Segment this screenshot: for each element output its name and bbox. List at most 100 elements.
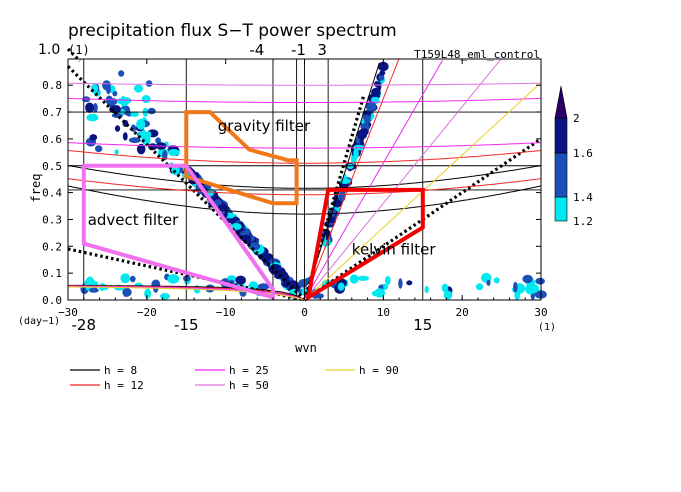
spectrum-blob — [92, 103, 98, 113]
gravity-curve — [67, 97, 542, 103]
legend-label: h = 90 — [359, 364, 399, 377]
filter-outline — [184, 110, 299, 206]
y-tick-label: 0.5 — [42, 160, 62, 173]
filter-label: advect filter — [88, 211, 179, 229]
y-tick-label: 0.1 — [42, 267, 62, 280]
annotations-layer: -4 -1 3 -28 -15 15 — [72, 41, 433, 334]
spectrum-blob — [144, 288, 152, 299]
run-label: T159L48_eml_control — [414, 48, 540, 61]
filter-outline — [81, 163, 275, 300]
colorbar: 1.2 1.4 1.6 2 — [554, 85, 593, 228]
spectrum-blob — [398, 278, 403, 289]
gravity-curve — [67, 165, 542, 189]
gravity-curve — [67, 150, 542, 164]
spectrum-blob — [363, 114, 371, 124]
spectrum-blob — [148, 143, 158, 151]
spectrum-blob — [513, 281, 518, 293]
legend-label: h = 8 — [104, 364, 137, 377]
y-tick-label: 0.7 — [42, 106, 62, 119]
spectrum-blob — [475, 283, 484, 291]
axes-layer: −30 −20 −10 0 10 20 30 0.0 0.1 0.2 0.3 0.4 0.5 0.6 0.7… — [42, 58, 548, 319]
spectrum-blob — [248, 242, 261, 251]
spectrum-blob — [122, 287, 132, 297]
kelvin-curve — [304, 60, 443, 301]
y-tick-label: 0.0 — [42, 294, 62, 307]
spectrum-blob — [86, 113, 99, 122]
y-tick-label: 0.2 — [42, 240, 62, 253]
spectrum-blob — [162, 149, 168, 161]
dispersion-legend: h = 8 h = 12 h = 25 h = 50 h = 90 — [70, 364, 399, 392]
spectrum-blob — [109, 105, 121, 114]
gravity-curve — [68, 142, 541, 149]
dotted-guide-line — [67, 247, 305, 302]
spectrum-blob — [242, 234, 252, 245]
kelvin-curve — [304, 58, 400, 301]
colorbar-label: 1.4 — [573, 191, 593, 204]
spectrum-blob — [377, 61, 389, 72]
colorbar-label: 1.2 — [573, 215, 593, 228]
legend-label: h = 12 — [104, 379, 144, 392]
spectrum-blob — [130, 111, 139, 117]
spectrum-blob — [168, 149, 180, 156]
spectrum-blob — [365, 101, 377, 112]
spectrum-blob — [379, 70, 386, 76]
spectrum-blob — [535, 277, 545, 285]
chart-title: precipitation flux S−T power spectrum — [68, 21, 397, 41]
spectrum-blob — [136, 118, 146, 130]
legend-label: h = 25 — [229, 364, 269, 377]
spectrum-blob — [357, 275, 370, 281]
x-tick-label: −10 — [216, 306, 236, 319]
freq-top-value: 1.0 — [38, 42, 60, 58]
bottom-wavenumber-label: 15 — [413, 316, 432, 334]
x-unit-label: (1) — [538, 322, 556, 333]
gravity-curve — [68, 82, 541, 86]
spectrum-blob — [372, 290, 379, 297]
x-tick-label: −20 — [137, 306, 157, 319]
filter-outline — [305, 187, 425, 302]
y-tick-label: 0.8 — [42, 79, 62, 92]
dotted-guide-line — [66, 65, 306, 302]
y-tick-label: 0.3 — [42, 213, 62, 226]
x-tick-label: 30 — [534, 306, 547, 319]
filter-label: gravity filter — [218, 117, 311, 135]
spectrum-blob — [337, 282, 345, 291]
gravity-curve — [67, 185, 542, 215]
filter-label: kelvin filter — [352, 240, 437, 258]
spectrum-blob — [371, 87, 381, 98]
spectrum-blob — [493, 277, 500, 284]
spectrum-blob — [136, 143, 146, 155]
x-tick-label: 10 — [377, 306, 390, 319]
colorbar-segment — [554, 117, 568, 154]
spectrum-blob — [105, 95, 113, 106]
spectrum-blob — [145, 80, 153, 87]
x-tick-label: 0 — [301, 306, 308, 319]
spectrum-blob — [349, 274, 359, 284]
colorbar-label: 2 — [573, 112, 580, 125]
spectrum-blob — [130, 275, 136, 283]
spectrum-blob — [346, 163, 354, 169]
spectrum-blob — [85, 102, 95, 113]
spectrum-blob — [95, 145, 103, 153]
spectrum-blob — [147, 107, 156, 115]
spectrum-blob — [167, 274, 180, 284]
y-tick-label: 0.6 — [42, 133, 62, 146]
top-wavenumber-label: 3 — [317, 41, 327, 59]
y-axis-title: freq — [29, 174, 43, 203]
spectrum-blob — [359, 128, 369, 136]
spectrum-blob — [128, 137, 141, 144]
spectrum-blob — [122, 132, 128, 141]
legend-label: h = 50 — [229, 379, 269, 392]
spectrum-blob — [226, 275, 237, 283]
y-unit-label: (day−1) — [18, 316, 60, 327]
spectrum-blob — [114, 149, 119, 155]
colorbar-segment — [554, 152, 568, 198]
spectrum-blob — [141, 95, 151, 104]
spectrum-blob — [441, 283, 449, 293]
spectrum-blob — [133, 84, 144, 93]
spectrum-blob — [118, 70, 125, 77]
spectrum-blob — [522, 274, 533, 284]
spectrum-blob — [257, 283, 270, 290]
colorbar-label: 1.6 — [573, 147, 593, 160]
spectrum-blob — [443, 290, 453, 300]
